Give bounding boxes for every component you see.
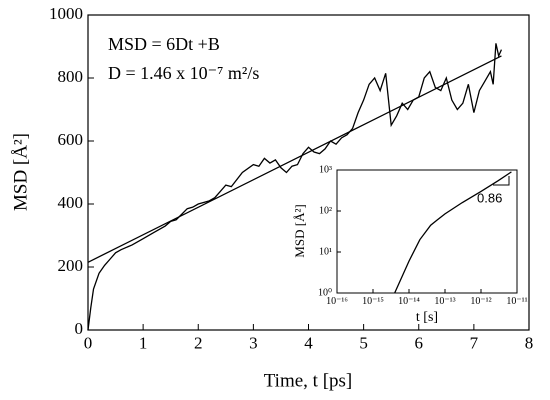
x-tick-label: 3	[249, 333, 258, 352]
data-line	[394, 171, 512, 294]
x-axis-label: Time, t [ps]	[264, 370, 353, 391]
data-line	[87, 43, 503, 331]
x-tick-label: 0	[84, 333, 93, 352]
y-tick-label: 10⁰	[318, 287, 332, 298]
y-tick-label: 0	[75, 319, 84, 338]
annotation: MSD = 6Dt +B	[108, 34, 220, 54]
y-tick-label: 1000	[49, 4, 83, 23]
inset-x-axis-label: t [s]	[416, 310, 438, 325]
x-tick-label: 5	[359, 333, 368, 352]
x-tick-label: 10⁻¹³	[434, 296, 455, 307]
x-tick-label: 4	[304, 333, 313, 352]
y-axis-label: MSD [Å²]	[10, 133, 31, 211]
x-tick-label: 8	[525, 333, 534, 352]
inset-y-axis-label: MSD [Å²]	[292, 204, 307, 257]
slope-triangle	[493, 176, 510, 186]
x-tick-label: 10⁻¹⁴	[398, 296, 420, 307]
x-tick-label: 6	[415, 333, 424, 352]
y-tick-label: 600	[58, 130, 84, 149]
y-tick-label: 10³	[319, 164, 332, 175]
slope-label: 0.86	[477, 190, 502, 205]
x-tick-label: 10⁻¹²	[470, 296, 491, 307]
x-tick-label: 10⁻¹⁶	[326, 296, 348, 307]
y-tick-label: 800	[58, 67, 84, 86]
x-tick-label: 10⁻¹¹	[506, 296, 527, 307]
annotation: D = 1.46 x 10⁻⁷ m²/s	[108, 63, 259, 83]
y-tick-label: 400	[58, 193, 84, 212]
y-tick-label: 200	[58, 256, 84, 275]
x-tick-label: 7	[470, 333, 479, 352]
x-tick-label: 1	[139, 333, 148, 352]
y-tick-label: 10¹	[319, 246, 332, 257]
x-tick-label: 2	[194, 333, 203, 352]
y-tick-label: 10²	[319, 205, 332, 216]
data-line	[87, 55, 502, 263]
inset-frame	[336, 169, 518, 294]
x-tick-label: 10⁻¹⁵	[362, 296, 384, 307]
